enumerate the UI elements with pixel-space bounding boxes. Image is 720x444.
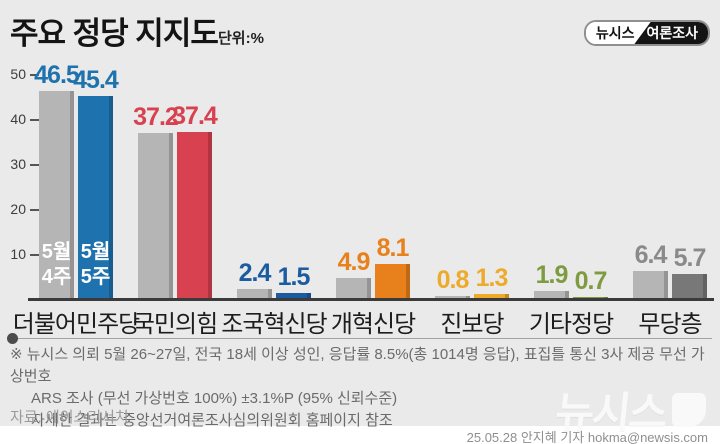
bar-prev-week [39,91,74,300]
y-tick-label: 30 [10,156,26,172]
bar-value-label: 1.5 [277,263,311,291]
watermark-logo-icon [672,392,706,427]
bar-curr-week [78,96,113,300]
bar-value-label: 45.4 [73,66,119,94]
y-tick-label: 20 [10,201,26,217]
unit-label: 단위:% [218,30,264,47]
bar-curr-week [672,274,707,300]
bar-value-label: 0.7 [574,267,608,295]
source-label: 자료: 에이스리서치 [10,409,129,426]
x-axis-label: 개혁신당 [330,311,416,338]
bar-curr-week [474,294,509,300]
bar-prev-week [237,289,272,300]
y-tick-mark [30,209,39,211]
bar-curr-week [276,293,311,300]
x-axis-label: 무당층 [638,311,702,338]
byline: 25.05.28 안지혜 기자 hokma@newsis.com [466,430,708,444]
x-axis-label: 국민의힘 [132,311,218,338]
note-line-3: 자세한 결과는 중앙선거여론조사심의위원회 홈페이지 참조 [31,412,393,429]
methodology-notes: ※ 뉴시스 의뢰 5월 26~27일, 전국 18세 이상 성인, 응답률 8.… [10,344,716,432]
badge-poll-label: 여론조사 [634,22,708,44]
y-tick-mark [30,74,39,76]
bar-value-label: 1.9 [535,261,569,289]
bar-value-label: 37.4 [172,102,218,130]
note-line-2: ARS 조사 (무선 가상번호 100%) ±3.1%P (95% 신뢰수준) [31,390,398,407]
bar-value-label: 4.9 [337,248,371,276]
bar-value-label: 6.4 [634,241,668,269]
x-axis-label: 조국혁신당 [221,311,327,338]
bar-prev-week [534,291,569,300]
y-tick-label: 10 [10,246,26,262]
bar-value-label: 46.5 [34,61,80,89]
bar-value-label: 1.3 [475,264,509,292]
divider-dot [7,333,18,344]
bar-value-label: 5.7 [673,244,707,272]
y-tick-mark [30,254,39,256]
bar-prev-week [138,133,173,300]
bar-curr-week [177,132,212,300]
bar-value-label: 8.1 [376,234,410,262]
divider-line [14,338,712,339]
bar-prev-week [336,278,371,300]
page-title: 주요 정당 지지도 [10,16,219,51]
chart-card-background [0,0,720,426]
x-axis-label: 기타정당 [528,311,614,338]
legend-in-bar-prev: 5월 4주 [41,241,72,288]
x-axis-label: 더불어민주당 [12,311,140,338]
y-tick-mark [30,164,39,166]
bar-value-label: 37.2 [133,103,179,131]
bar-value-label: 2.4 [238,259,272,287]
bar-value-label: 0.8 [436,266,470,294]
note-line-1: ※ 뉴시스 의뢰 5월 26~27일, 전국 18세 이상 성인, 응답률 8.… [10,346,705,385]
newsis-watermark: 뉴시스 [553,379,706,440]
y-tick-mark [30,119,39,121]
newsis-poll-badge: 뉴시스 여론조사 [583,20,710,46]
x-axis-line [28,298,714,301]
legend-in-bar-curr: 5월 5주 [80,241,111,288]
badge-brand-label: 뉴시스 [585,22,641,44]
bar-curr-week [375,264,410,300]
bar-prev-week [633,271,668,300]
y-tick-label: 40 [10,111,26,127]
x-axis-label: 진보당 [440,311,504,338]
y-tick-label: 50 [10,66,26,82]
